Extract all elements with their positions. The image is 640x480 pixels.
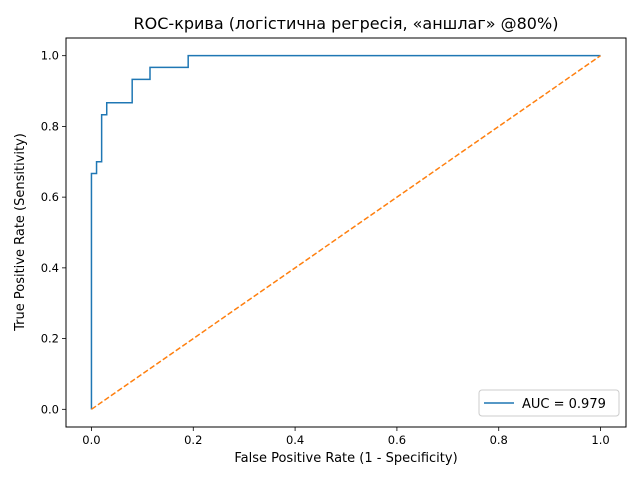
legend-box: [478, 389, 620, 417]
x-tick-label: 0.6: [388, 433, 406, 447]
x-tick-label: 0.4: [286, 433, 304, 447]
x-tick-label: 0.0: [82, 433, 100, 447]
legend-label-roc: AUC = 0.979: [522, 397, 606, 412]
plot-frame: [65, 37, 627, 428]
y-tick-label: 0.6: [41, 190, 59, 204]
y-tick-label: 0.4: [41, 261, 59, 275]
chart-title: ROC-крива (логістична регресія, «аншлаг»…: [134, 14, 559, 33]
legend: AUC = 0.979: [478, 389, 620, 417]
x-tick-label: 1.0: [591, 433, 609, 447]
roc-curve-line: [90, 54, 601, 410]
chance-diagonal-line: [91, 55, 601, 410]
x-tick-label: 0.8: [490, 433, 508, 447]
y-tick-label: 0.8: [41, 119, 59, 133]
x-tick-label: 0.2: [184, 433, 202, 447]
x-axis-label: False Positive Rate (1 - Specificity): [234, 451, 457, 466]
y-tick-label: 1.0: [41, 49, 59, 63]
y-axis-label: True Positive Rate (Sensitivity): [13, 133, 28, 332]
y-tick-label: 0.0: [41, 402, 59, 416]
y-tick-label: 0.2: [41, 332, 59, 346]
